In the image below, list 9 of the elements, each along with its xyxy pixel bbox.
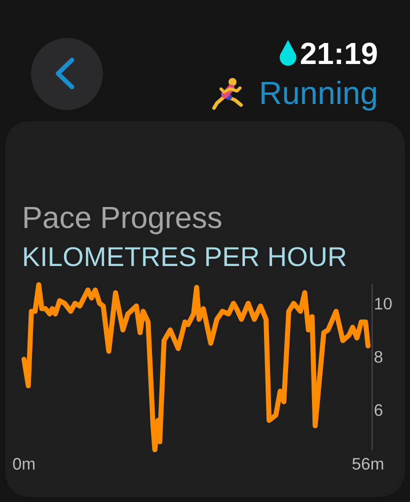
y-tick-label: 6 [374,404,382,416]
y-tick-label: 8 [374,350,382,363]
y-tick-label: 10 [375,298,392,310]
x-tick-label: 56m [352,458,384,470]
chart-title: Pace Progress [24,206,222,234]
x-tick-label: 0m [13,458,34,470]
text: Running [262,80,376,111]
text: 21:19 [300,42,377,64]
chart-subtitle: KILOMETRES PER HOUR [24,247,346,266]
